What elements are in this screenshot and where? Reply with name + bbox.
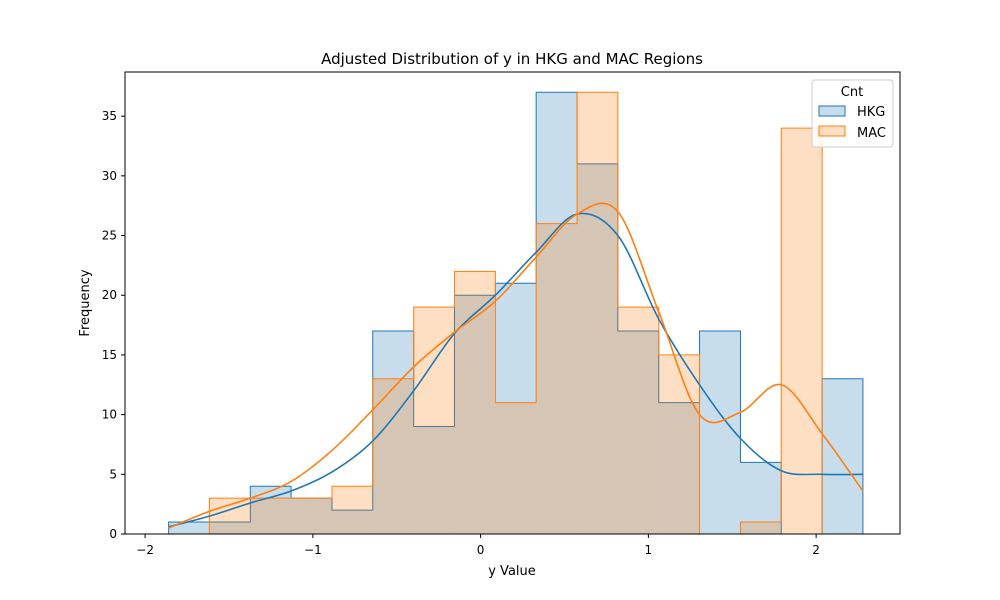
bar-mac-10 — [577, 92, 618, 535]
bar-mac-1 — [209, 498, 251, 534]
x-tick-label-3: 1 — [645, 543, 653, 557]
bar-hkg-11 — [617, 331, 659, 534]
legend-title: Cnt — [841, 85, 863, 100]
y-tick-label-0: 0 — [109, 527, 117, 541]
y-tick-label-5: 25 — [102, 229, 117, 243]
bar-hkg-13 — [699, 331, 741, 534]
bar-hkg-0 — [168, 522, 210, 534]
bar-mac-11 — [617, 307, 659, 534]
plot-frame — [124, 71, 901, 535]
bar-mac-15 — [781, 128, 823, 534]
chart-title: Adjusted Distribution of y in HKG and MA… — [321, 50, 703, 68]
bar-mac-3 — [291, 498, 333, 534]
x-tick-label-1: −1 — [304, 543, 322, 557]
bar-mac-9 — [536, 223, 578, 534]
bar-mac-5 — [372, 378, 414, 534]
bar-mac-4 — [332, 486, 373, 534]
bar-hkg-8 — [495, 283, 537, 534]
x-axis-label: y Value — [488, 564, 536, 579]
bar-hkg-6 — [413, 426, 455, 534]
y-axis-label: Frequency — [78, 269, 93, 336]
y-tick-label-7: 35 — [102, 109, 117, 123]
y-tick-label-2: 10 — [102, 408, 117, 422]
y-tick-label-3: 15 — [102, 348, 117, 362]
bar-hkg-10 — [577, 163, 618, 534]
bar-hkg-9 — [536, 92, 578, 535]
bar-hkg-16 — [822, 378, 863, 534]
x-tick-label-0: −2 — [136, 543, 154, 557]
legend: Cnt HKG MAC — [811, 79, 894, 148]
legend-label-hkg: HKG — [857, 105, 885, 120]
plot-layer — [168, 91, 864, 535]
legend-swatch-mac — [818, 125, 846, 137]
bar-mac-8 — [495, 402, 537, 534]
bar-mac-12 — [658, 354, 700, 534]
bar-hkg-4 — [332, 510, 373, 534]
y-tick-label-1: 5 — [109, 467, 117, 481]
step-outline-mac — [168, 91, 863, 535]
bar-mac-7 — [454, 271, 496, 534]
kde-line-mac — [168, 202, 864, 529]
bar-mac-6 — [413, 307, 455, 534]
legend-swatch-hkg — [818, 105, 846, 117]
legend-box — [811, 79, 894, 148]
bar-mac-2 — [250, 498, 292, 534]
bar-mac-14 — [740, 522, 782, 534]
y-tick-label-4: 20 — [102, 288, 117, 302]
bar-hkg-1 — [209, 522, 251, 534]
bar-hkg-7 — [454, 295, 496, 534]
x-tick-label-2: 0 — [477, 543, 485, 557]
kde-layer — [168, 202, 864, 529]
bar-hkg-3 — [291, 498, 333, 534]
legend-label-mac: MAC — [857, 126, 886, 141]
y-tick-label-6: 30 — [102, 169, 117, 183]
kde-line-hkg — [168, 212, 863, 528]
x-tick-label-4: 2 — [812, 543, 820, 557]
bar-hkg-12 — [658, 402, 700, 534]
